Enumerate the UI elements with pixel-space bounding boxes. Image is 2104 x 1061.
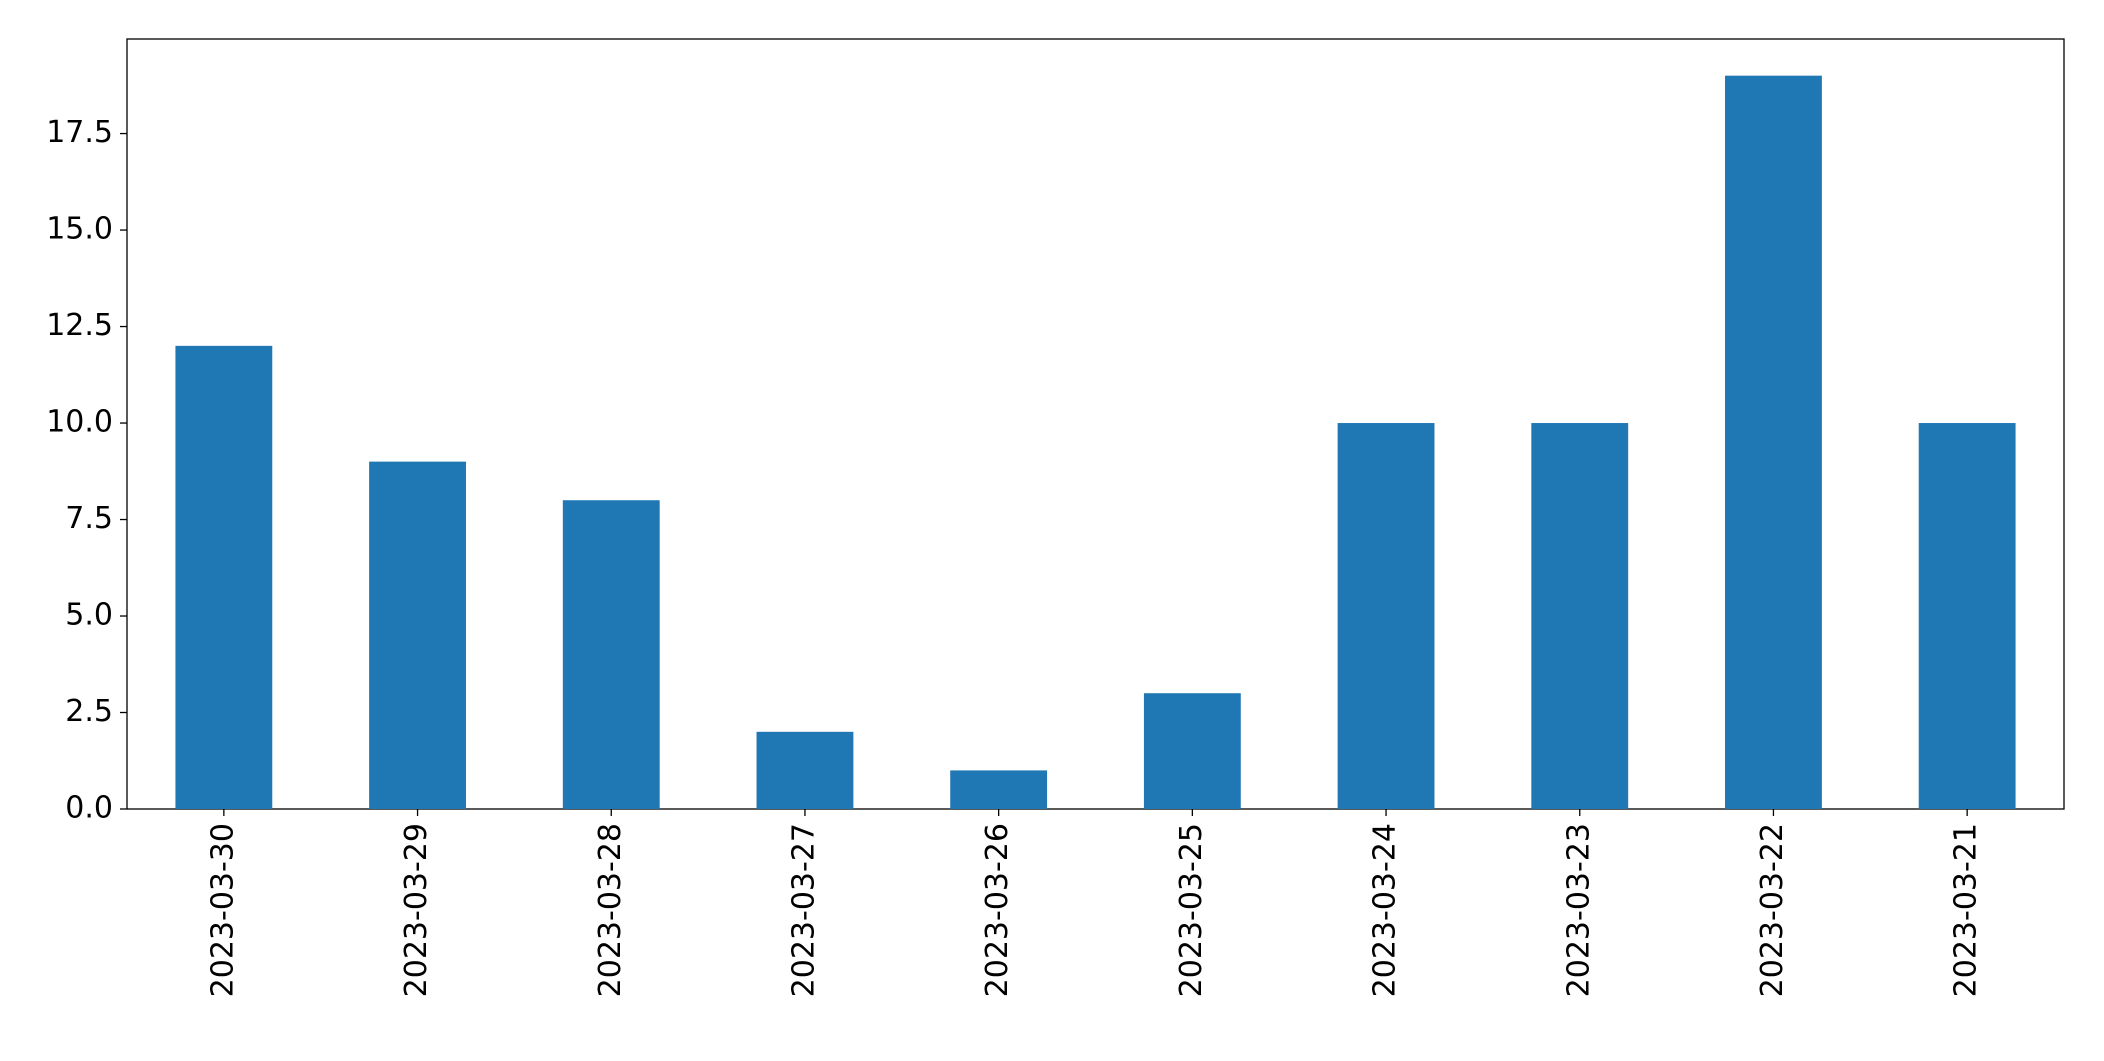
x-tick-label: 2023-03-25 [1174, 823, 1209, 997]
bar [369, 461, 466, 809]
axes-frame [126, 38, 2065, 810]
bar [1725, 75, 1822, 809]
x-tick-label: 2023-03-28 [593, 823, 628, 997]
y-tick-label: 2.5 [65, 694, 113, 729]
x-tick-label: 2023-03-21 [1949, 823, 1984, 997]
x-tick-label: 2023-03-27 [786, 823, 821, 997]
y-tick-label: 10.0 [46, 405, 113, 440]
bar [756, 731, 854, 809]
bar [562, 500, 660, 809]
x-tick-label: 2023-03-26 [980, 823, 1015, 997]
bar [1531, 423, 1629, 809]
bar [950, 770, 1048, 809]
bar [1918, 423, 2016, 809]
y-tick-label: 7.5 [65, 501, 113, 536]
bar [175, 345, 273, 809]
y-tick-label: 5.0 [65, 598, 113, 633]
x-tick-label: 2023-03-24 [1368, 823, 1403, 997]
x-tick-label: 2023-03-22 [1755, 823, 1790, 997]
y-tick-label: 15.0 [46, 212, 113, 247]
y-tick-label: 12.5 [46, 308, 113, 343]
x-tick-label: 2023-03-30 [205, 823, 240, 997]
bar [1337, 423, 1435, 809]
x-tick-label: 2023-03-29 [399, 823, 434, 997]
y-tick-label: 17.5 [46, 115, 113, 150]
bar [1143, 693, 1241, 809]
x-tick-label: 2023-03-23 [1561, 823, 1596, 997]
y-tick-label: 0.0 [65, 791, 113, 826]
